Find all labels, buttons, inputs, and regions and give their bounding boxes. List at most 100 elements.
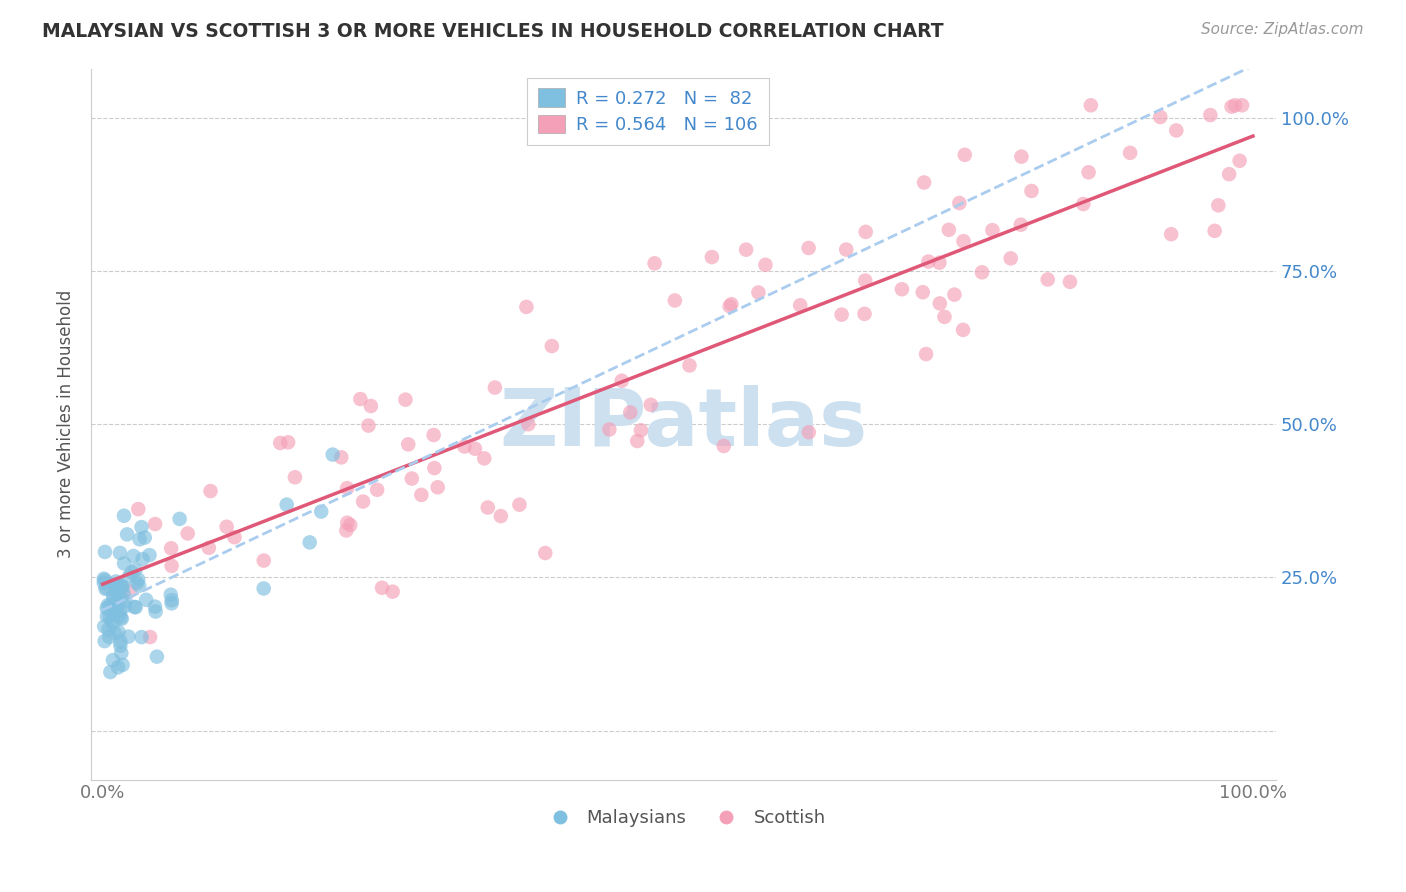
Point [464, 442, 486, 456]
Point [135, 592, 157, 607]
Point [131, 552, 153, 566]
Point [108, 604, 131, 618]
Point [371, 581, 394, 595]
Point [110, 610, 132, 624]
Point [112, 557, 135, 571]
Point [298, 535, 321, 549]
Point [754, 258, 776, 272]
Point [97, 598, 120, 612]
Point [1204, 224, 1226, 238]
Point [124, 563, 146, 577]
Point [970, 265, 993, 279]
Point [112, 508, 135, 523]
Point [915, 347, 938, 361]
Point [121, 565, 143, 579]
Point [534, 546, 557, 560]
Point [610, 374, 633, 388]
Point [93, 619, 115, 633]
Text: ZIPatlas: ZIPatlas [499, 385, 868, 463]
Point [1077, 165, 1099, 179]
Point [253, 582, 276, 596]
Point [160, 541, 183, 556]
Point [831, 308, 853, 322]
Point [104, 577, 127, 591]
Point [357, 418, 380, 433]
Point [100, 604, 122, 618]
Point [1149, 110, 1171, 124]
Point [1160, 227, 1182, 242]
Point [93, 572, 115, 586]
Y-axis label: 3 or more Vehicles in Household: 3 or more Vehicles in Household [58, 290, 75, 558]
Point [104, 584, 127, 599]
Point [276, 498, 298, 512]
Point [112, 587, 135, 601]
Point [160, 593, 183, 607]
Point [122, 549, 145, 563]
Point [644, 256, 666, 270]
Point [103, 589, 125, 603]
Point [111, 579, 134, 593]
Point [143, 516, 166, 531]
Point [1021, 184, 1043, 198]
Point [472, 451, 495, 466]
Point [1119, 145, 1142, 160]
Point [598, 422, 620, 436]
Point [713, 439, 735, 453]
Point [911, 285, 934, 300]
Point [96, 581, 118, 595]
Point [619, 405, 641, 419]
Point [110, 634, 132, 648]
Point [1166, 123, 1188, 137]
Point [110, 639, 132, 653]
Point [215, 520, 238, 534]
Point [127, 573, 149, 587]
Point [105, 580, 128, 594]
Point [853, 274, 876, 288]
Point [277, 435, 299, 450]
Point [145, 605, 167, 619]
Point [797, 241, 820, 255]
Point [101, 604, 124, 618]
Point [131, 630, 153, 644]
Point [94, 582, 117, 596]
Point [96, 601, 118, 615]
Point [108, 590, 131, 604]
Point [747, 285, 769, 300]
Point [118, 584, 141, 599]
Point [411, 488, 433, 502]
Point [1010, 150, 1032, 164]
Point [269, 436, 291, 450]
Point [105, 581, 128, 595]
Point [93, 575, 115, 590]
Point [284, 470, 307, 484]
Point [678, 359, 700, 373]
Point [198, 541, 221, 555]
Point [111, 580, 134, 594]
Point [981, 223, 1004, 237]
Point [128, 579, 150, 593]
Point [200, 484, 222, 499]
Point [1220, 100, 1243, 114]
Point [339, 518, 361, 533]
Point [107, 625, 129, 640]
Point [114, 599, 136, 614]
Point [107, 660, 129, 674]
Point [943, 287, 966, 301]
Point [253, 553, 276, 567]
Point [517, 417, 540, 432]
Point [381, 584, 404, 599]
Point [1218, 167, 1240, 181]
Point [101, 653, 124, 667]
Point [160, 558, 183, 573]
Point [1080, 98, 1102, 112]
Point [139, 630, 162, 644]
Point [366, 483, 388, 497]
Point [938, 223, 960, 237]
Point [96, 609, 118, 624]
Point [952, 323, 974, 337]
Point [1071, 197, 1094, 211]
Point [110, 646, 132, 660]
Point [426, 480, 449, 494]
Point [111, 612, 134, 626]
Point [890, 282, 912, 296]
